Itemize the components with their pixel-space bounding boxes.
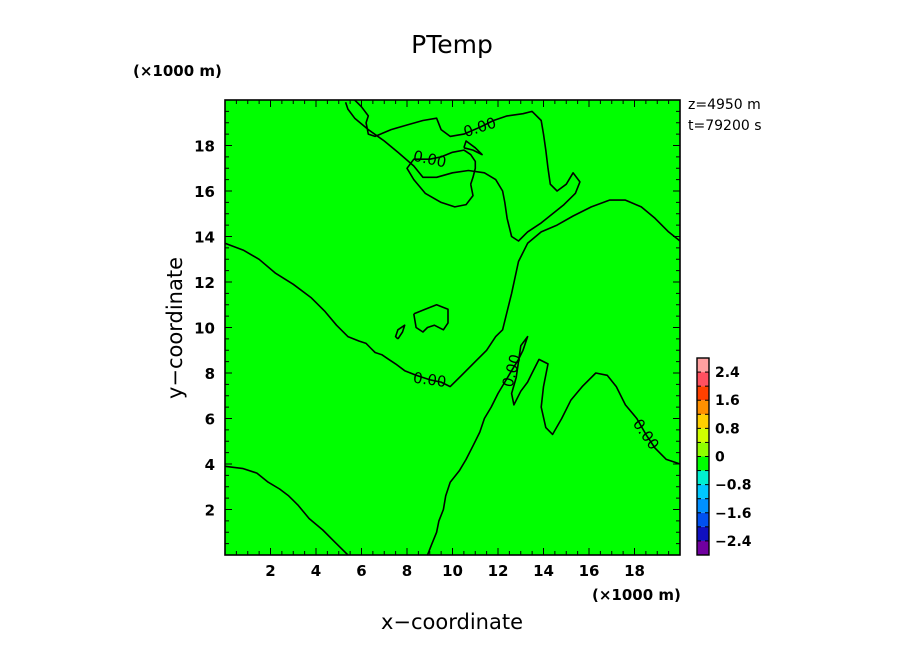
contour-line bbox=[394, 324, 406, 340]
contour-line bbox=[426, 335, 680, 555]
chart-title: PTemp bbox=[411, 30, 493, 59]
y-axis-scale-note: (×1000 m) bbox=[133, 62, 222, 80]
colorbar-label: −2.4 bbox=[715, 534, 752, 550]
y-tick-label: 18 bbox=[194, 138, 215, 156]
x-tick-label: 2 bbox=[265, 562, 275, 580]
x-tick-label: 18 bbox=[624, 562, 645, 580]
contour-line bbox=[225, 199, 680, 388]
colorbar-label: 2.4 bbox=[715, 365, 740, 381]
x-tick-label: 16 bbox=[579, 562, 600, 580]
colorbar-segment bbox=[697, 372, 709, 387]
colorbar-segment bbox=[697, 470, 709, 485]
contour-group: 0.00 0.000.000.000.00 bbox=[225, 100, 680, 555]
x-axis-label: x−coordinate bbox=[380, 610, 524, 634]
colorbar-label: 0.8 bbox=[715, 421, 740, 437]
z-level-annotation: z=4950 m bbox=[688, 97, 761, 113]
colorbar-segment bbox=[697, 540, 709, 555]
x-axis-scale-note: (×1000 m) bbox=[592, 586, 681, 604]
contour-line bbox=[463, 140, 483, 156]
colorbar-segment bbox=[697, 442, 709, 457]
colorbar-segment bbox=[697, 498, 709, 513]
y-tick-label: 10 bbox=[194, 320, 215, 338]
contour-label: 0.00 bbox=[412, 369, 448, 391]
colorbar-segment bbox=[697, 456, 709, 471]
contour-line bbox=[225, 465, 349, 555]
y-tick-label: 6 bbox=[205, 411, 215, 429]
y-tick-label: 2 bbox=[205, 502, 215, 520]
x-tick-label: 4 bbox=[311, 562, 321, 580]
x-tick-label: 10 bbox=[442, 562, 463, 580]
colorbar-label: −0.8 bbox=[715, 478, 752, 494]
colorbar-segment bbox=[697, 512, 709, 527]
contour-line bbox=[413, 303, 449, 333]
colorbar-label: 0 bbox=[715, 450, 725, 466]
x-tick-label: 12 bbox=[488, 562, 509, 580]
colorbar-label: 1.6 bbox=[715, 393, 740, 409]
contour-line bbox=[406, 149, 477, 208]
colorbar-segment bbox=[697, 526, 709, 541]
y-tick-label: 12 bbox=[194, 274, 215, 292]
time-annotation: t=79200 s bbox=[688, 118, 762, 134]
colorbar-segment bbox=[697, 484, 709, 499]
colorbar-segment bbox=[697, 428, 709, 443]
y-tick-label: 4 bbox=[205, 456, 215, 474]
colorbar-segment bbox=[697, 400, 709, 415]
colorbar-label: −1.6 bbox=[715, 506, 752, 522]
field-fill bbox=[225, 100, 680, 555]
x-tick-label: 6 bbox=[356, 562, 366, 580]
contour-lines: 0.00 0.000.000.000.00 bbox=[225, 100, 680, 555]
y-tick-label: 14 bbox=[194, 229, 215, 247]
y-tick-label: 8 bbox=[205, 365, 215, 383]
x-tick-label: 8 bbox=[402, 562, 412, 580]
contour-line bbox=[344, 100, 581, 242]
colorbar-segment bbox=[697, 386, 709, 401]
x-tick-label: 14 bbox=[533, 562, 554, 580]
colorbar: 2.4 1.6 0.8 0 −0.8 −1.6 −2.4 bbox=[696, 357, 752, 556]
colorbar-segment bbox=[697, 414, 709, 429]
plot-axes: 2 4 6 8 10 12 14 16 18 2 4 6 8 10 12 14 16 18 bbox=[194, 99, 681, 580]
plot-field bbox=[225, 100, 680, 555]
y-tick-label: 16 bbox=[194, 183, 215, 201]
colorbar-segment bbox=[697, 358, 709, 373]
